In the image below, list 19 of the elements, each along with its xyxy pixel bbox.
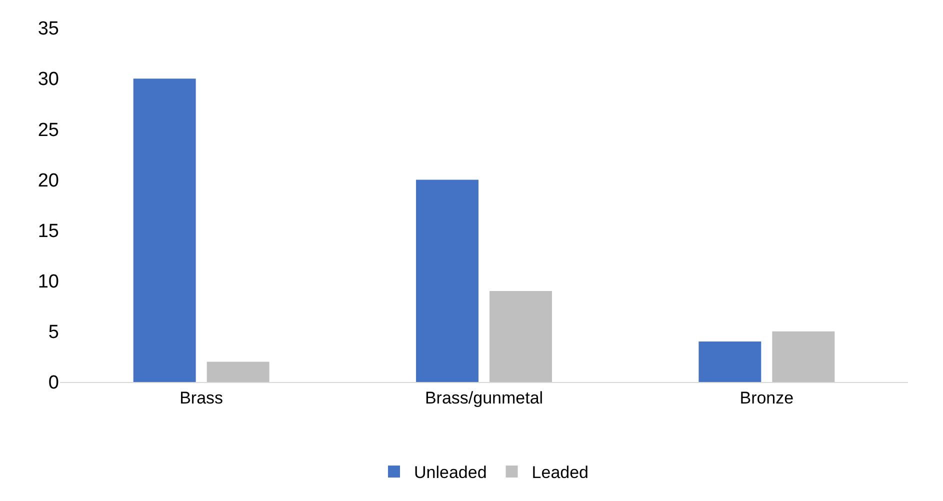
y-tick-label: 0 <box>48 372 59 394</box>
x-tick-label: Bronze <box>740 388 794 408</box>
bar <box>490 290 552 382</box>
bar <box>416 180 478 382</box>
y-tick-label: 15 <box>38 220 59 242</box>
y-tick-label: 30 <box>38 69 59 90</box>
y-tick-label: 10 <box>38 272 59 293</box>
legend-label: Leaded <box>532 463 589 482</box>
bar <box>133 78 196 382</box>
bar <box>698 342 762 382</box>
y-tick-label: 5 <box>48 322 59 344</box>
x-tick-label: Brass <box>180 388 224 408</box>
bar <box>206 362 270 382</box>
bar <box>772 331 835 382</box>
y-tick-label: 20 <box>38 170 59 192</box>
y-tick-label: 25 <box>38 120 59 141</box>
y-tick-label: 35 <box>38 18 59 40</box>
x-tick-label: Brass/gunmetal <box>424 388 544 408</box>
legend-label: Unleaded <box>414 463 487 482</box>
